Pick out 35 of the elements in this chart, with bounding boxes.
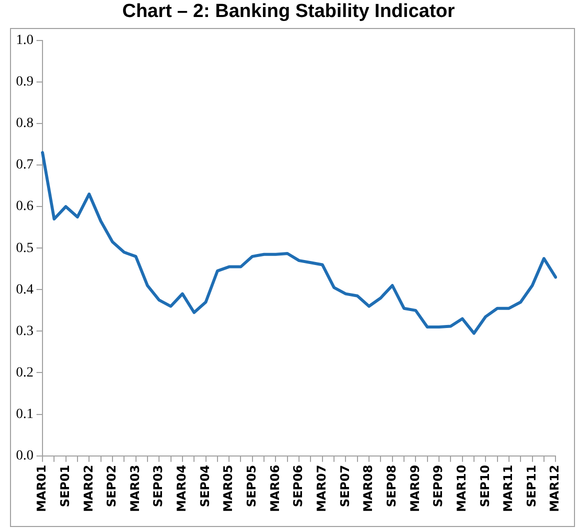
y-tick-label: 0.4 — [16, 282, 34, 298]
x-tick-label: SEP08 — [384, 464, 398, 508]
x-tick-label: MAR04 — [174, 464, 189, 512]
x-tick-label: SEP04 — [198, 464, 212, 508]
x-tick-label: MAR07 — [314, 464, 328, 512]
x-tick-label: SEP11 — [524, 464, 538, 508]
x-tick-label: MAR09 — [408, 464, 422, 512]
y-tick-label: 0.5 — [16, 240, 34, 256]
y-tick-label: 0.8 — [16, 116, 34, 132]
y-tick-label: 0.7 — [16, 158, 34, 173]
x-tick-label: MAR10 — [454, 464, 468, 512]
y-tick-label: 0.0 — [16, 448, 34, 464]
chart-title: Chart – 2: Banking Stability Indicator — [121, 0, 456, 24]
x-tick-label: SEP06 — [291, 464, 306, 508]
x-tick-label: SEP05 — [244, 464, 259, 508]
x-tick-label: SEP07 — [338, 464, 352, 508]
y-tick-label: 0.3 — [16, 324, 34, 339]
x-tick-label: MAR06 — [268, 464, 282, 512]
x-tick-label: MAR11 — [501, 464, 516, 512]
x-tick-label: MAR02 — [81, 464, 96, 512]
x-tick-label: SEP03 — [151, 464, 166, 508]
x-tick-label: MAR03 — [128, 464, 142, 512]
x-tick-label: SEP10 — [478, 464, 492, 508]
x-tick-label: SEP02 — [104, 464, 119, 508]
y-tick-label: 0.2 — [16, 365, 34, 380]
x-tick-label: SEP01 — [58, 464, 72, 508]
x-tick-label: MAR12 — [548, 464, 562, 512]
x-tick-label: SEP09 — [431, 464, 446, 508]
y-tick-label: 1.0 — [16, 33, 34, 48]
y-tick-label: 0.1 — [16, 406, 34, 422]
y-tick-label: 0.9 — [16, 74, 34, 90]
x-tick-label: MAR05 — [221, 464, 236, 512]
y-tick-label: 0.6 — [16, 199, 34, 214]
x-tick-label: MAR01 — [34, 464, 49, 512]
x-tick-label: MAR08 — [361, 464, 376, 512]
